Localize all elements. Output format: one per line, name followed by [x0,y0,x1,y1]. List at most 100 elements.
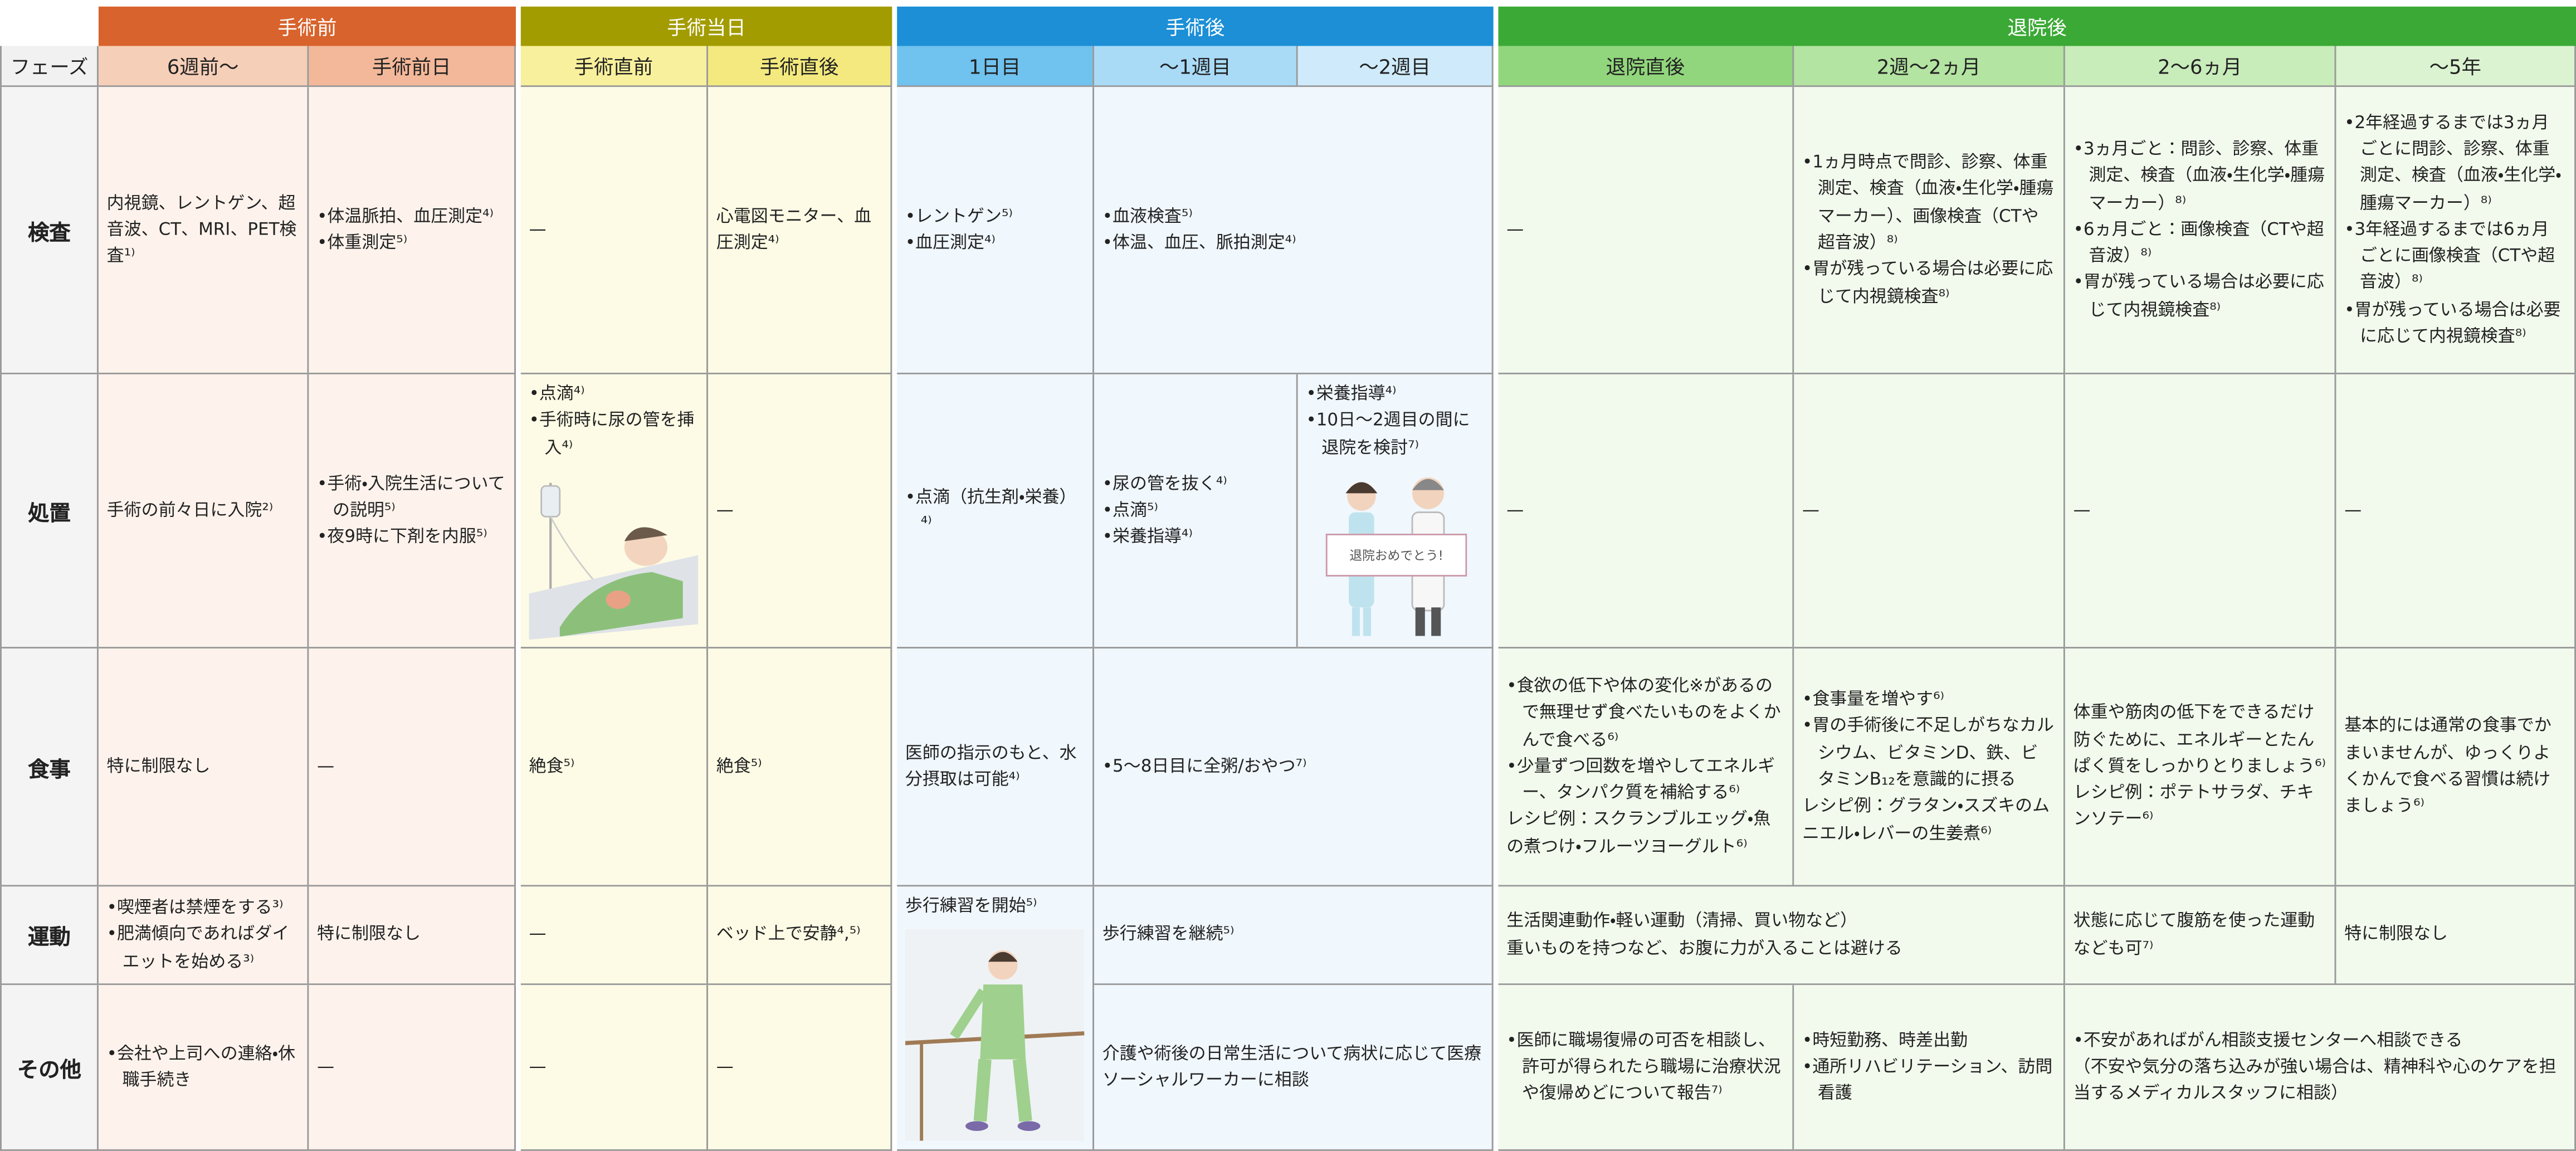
table-cell: — [1498,374,1794,649]
cell-text: 歩行練習を継続⁵⁾ [1102,925,1235,945]
cell-text: •少量ずつ回数を増やしてエネルギー、タンパク質を補給する⁶⁾ [1506,757,1775,803]
cell-text: •6ヵ月ごと：画像検査（CTや超音波）⁸⁾ [2073,220,2324,266]
illustration-discharge: 退院おめでとう! [1325,477,1467,636]
cell-text: •血圧測定⁴⁾ [905,233,996,253]
table-cell: •2年経過するまでは3ヵ月ごとに問診、診察、体重測定、検査（血液・生化学・腫瘍マ… [2336,87,2576,374]
cell-text: — [1506,500,1524,520]
illustration: 退院おめでとう! [1306,467,1483,642]
cell-text: — [317,1057,335,1077]
cell-text: 手術の前々日に入院²⁾ [106,500,274,520]
cell-text: 内視鏡、レントゲン、超音波、CT、MRI、PET検査¹⁾ [106,193,297,266]
table-cell: 特に制限なし [309,886,516,986]
table-cell: •食欲の低下や体の変化※があるので無理せず食べたいものをよくかんで食べる⁶⁾ •少… [1498,648,1794,887]
cell-text: — [317,757,335,777]
sub-header: 2週〜2ヵ月 [1794,46,2065,87]
cell-text: — [529,1057,547,1077]
table-cell: — [520,886,709,986]
table-cell: — [520,87,709,374]
illustration-bed [529,482,699,640]
table-cell: •医師に職場復帰の可否を相談し、許可が得られたら職場に治療状況や復帰めどについて… [1498,985,1794,1151]
cell-text: 心電図モニター、血圧測定⁴⁾ [716,206,872,253]
cell-text: 絶食⁵⁾ [529,757,575,777]
phase-label: フェーズ [0,46,99,87]
table-cell: 特に制限なし [98,648,309,887]
cell-text: （不安や気分の落ち込みが強い場合は、精神科や心のケアを担当するメディカルスタッフ… [2073,1057,2557,1104]
table-cell: — [309,648,516,887]
table-cell: 手術の前々日に入院²⁾ [98,374,309,649]
cell-text: 基本的には通常の食事でかまいませんが、ゆっくりよくかんで食べる習慣は続けましょう… [2344,716,2551,817]
cell-text: •会社や上司への連絡・休職手続き [106,1043,296,1090]
table-cell: •栄養指導⁴⁾ •10日〜2週目の間に退院を検討⁷⁾ 退院おめでとう! [1297,374,1494,649]
table-cell: 内視鏡、レントゲン、超音波、CT、MRI、PET検査¹⁾ [98,87,309,374]
cell-text: •肥満傾向であればダイエットを始める³⁾ [106,925,290,972]
cell-text: •レントゲン⁵⁾ [905,206,1013,226]
table-cell: 状態に応じて腹筋を使った運動なども可⁷⁾ [2065,886,2336,986]
table-cell: — [708,985,892,1151]
cell-text: •1ヵ月時点で問診、診察、体重測定、検査（血液・生化学・腫瘍マーカー）、画像検査… [1802,153,2054,253]
cell-text: •点滴（抗生剤・栄養）⁴⁾ [905,487,1077,534]
cell-text: 介護や術後の日常生活について病状に応じて医療ソーシャルワーカーに相談 [1102,1043,1482,1090]
cell-text: 医師の指示のもと、水分摂取は可能⁴⁾ [905,743,1077,790]
cell-text: — [2073,500,2091,520]
sub-header: 〜1週目 [1094,46,1298,87]
cell-text: •栄養指導⁴⁾ [1306,384,1397,404]
cell-text: •胃の手術後に不足しがちなカルシウム、ビタミンD、鉄、ビタミンB₁₂を意識的に摂… [1802,716,2054,790]
table-cell: •点滴（抗生剤・栄養）⁴⁾ [897,374,1095,649]
cell-text: •体温、血圧、脈拍測定⁴⁾ [1102,233,1296,253]
cell-text: 生活関連動作・軽い運動（清掃、買い物など） [1506,911,1858,931]
cell-text: •体重測定⁵⁾ [317,233,408,253]
cell-text: ベッド上で安静⁴,⁵⁾ [716,925,861,945]
row-label: 運動 [0,886,99,986]
cell-text: •点滴⁵⁾ [1102,500,1158,520]
cell-text: 歩行練習を開始⁵⁾ [905,896,1037,916]
cell-text: •不安があればがん相談支援センターへ相談できる [2073,1030,2463,1050]
table-cell: ベッド上で安静⁴,⁵⁾ [708,886,892,986]
illustration-walking [905,929,1085,1142]
table-cell: •会社や上司への連絡・休職手続き [98,985,309,1151]
cell-text: レシピ例：スクランブルエッグ・魚の煮つけ・フルーツヨーグルト⁶⁾ [1506,810,1771,857]
table-cell: •手術・入院生活についての説明⁵⁾ •夜9時に下剤を内服⁵⁾ [309,374,516,649]
table-cell: — [309,985,516,1151]
cell-text: •3ヵ月ごと：問診、診察、体重測定、検査（血液・生化学・腫瘍マーカー）⁸⁾ [2073,139,2325,213]
table-cell: 医師の指示のもと、水分摂取は可能⁴⁾ [897,648,1095,887]
cell-text: 特に制限なし [2344,925,2448,945]
table-cell: — [2336,374,2576,649]
cell-text: — [1802,500,1820,520]
row-label: 検査 [0,87,99,374]
cell-text: 状態に応じて腹筋を使った運動なども可⁷⁾ [2073,911,2315,958]
group-header: 手術前 [98,6,516,46]
table-cell: — [708,374,892,649]
table-cell: •点滴⁴⁾ •手術時に尿の管を挿入⁴⁾ [520,374,709,649]
cell-text: — [716,500,734,520]
cell-text: — [2344,500,2362,520]
illustration [905,926,1085,1144]
cell-text: •食欲の低下や体の変化※があるので無理せず食べたいものをよくかんで食べる⁶⁾ [1506,676,1781,750]
table-cell: •喫煙者は禁煙をする³⁾ •肥満傾向であればダイエットを始める³⁾ [98,886,309,986]
cell-text: — [529,220,547,240]
sub-header: 1日目 [897,46,1095,87]
cell-text: 体重や筋肉の低下をできるだけ防ぐために、エネルギーとたんぱく質をしっかりとりまし… [2073,703,2326,777]
table-cell: 介護や術後の日常生活について病状に応じて医療ソーシャルワーカーに相談 [1094,985,1494,1151]
cell-text: •胃が残っている場合は必要に応じて内視鏡検査⁸⁾ [1802,260,2053,306]
sub-header: 〜2週目 [1297,46,1494,87]
cell-text: •時短勤務、時差出勤 [1802,1030,1968,1050]
cell-text: •尿の管を抜く⁴⁾ [1102,474,1227,494]
cell-text: — [529,925,547,945]
table-cell: •体温脈拍、血圧測定⁴⁾ •体重測定⁵⁾ [309,87,516,374]
sub-header: 手術前日 [309,46,516,87]
table-cell: •不安があればがん相談支援センターへ相談できる （不安や気分の落ち込みが強い場合は… [2065,985,2576,1151]
cell-text: •喫煙者は禁煙をする³⁾ [106,898,284,918]
cell-text: — [716,1057,734,1077]
cell-text: •手術・入院生活についての説明⁵⁾ [317,474,505,520]
table-cell: 体重や筋肉の低下をできるだけ防ぐために、エネルギーとたんぱく質をしっかりとりまし… [2065,648,2336,887]
cell-text: •2年経過するまでは3ヵ月ごとに問診、診察、体重測定、検査（血液・生化学・腫瘍マ… [2344,113,2562,213]
cell-text: •手術時に尿の管を挿入⁴⁾ [529,411,695,457]
cell-text: 絶食⁵⁾ [716,757,762,777]
table-cell: •尿の管を抜く⁴⁾ •点滴⁵⁾ •栄養指導⁴⁾ [1094,374,1298,649]
cell-text: レシピ例：ポテトサラダ、チキンソテー⁶⁾ [2073,783,2314,830]
sub-header: 6週前〜 [98,46,309,87]
cell-text: 特に制限なし [317,925,421,945]
cell-text: — [1506,220,1524,240]
table-cell: •血液検査⁵⁾ •体温、血圧、脈拍測定⁴⁾ [1094,87,1494,374]
